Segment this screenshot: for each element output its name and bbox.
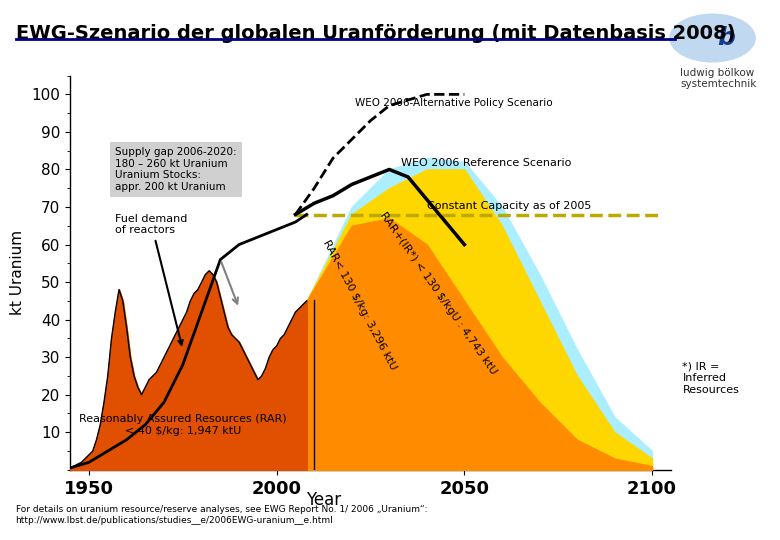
Text: WEO 2006 Reference Scenario: WEO 2006 Reference Scenario [401,158,571,168]
Text: Supply gap 2006-2020:
180 – 260 kt Uranium
Uranium Stocks:
appr. 200 kt Uranium: Supply gap 2006-2020: 180 – 260 kt Urani… [115,147,237,192]
Text: Reasonably Assured Resources (RAR)
< 40 $/kg: 1,947 ktU: Reasonably Assured Resources (RAR) < 40 … [79,414,286,436]
Text: *) IR =
Inferred
Resources: *) IR = Inferred Resources [682,362,739,395]
Text: WEO 2006-Alternative Policy Scenario: WEO 2006-Alternative Policy Scenario [356,98,553,107]
Text: RAR< 130 $/kg: 3,296 ktU: RAR< 130 $/kg: 3,296 ktU [321,238,398,371]
Text: Year: Year [306,491,342,509]
Text: For details on uranium resource/reserve analyses, see EWG Report No. 1/ 2006 „Ur: For details on uranium resource/reserve … [16,505,427,525]
Text: EWG-Szenario der globalen Uranförderung (mit Datenbasis 2008): EWG-Szenario der globalen Uranförderung … [16,24,735,43]
Text: Fuel demand
of reactors: Fuel demand of reactors [115,214,188,345]
Circle shape [670,14,755,62]
Text: ludwig bölkow
systemtechnik: ludwig bölkow systemtechnik [680,68,757,89]
Text: b: b [717,26,735,50]
Text: Constant Capacity as of 2005: Constant Capacity as of 2005 [427,201,591,211]
Text: RAR+(IR*) < 130 $/kgU : 4,743 ktU: RAR+(IR*) < 130 $/kgU : 4,743 ktU [378,211,498,376]
Y-axis label: kt Uranium: kt Uranium [9,230,25,315]
